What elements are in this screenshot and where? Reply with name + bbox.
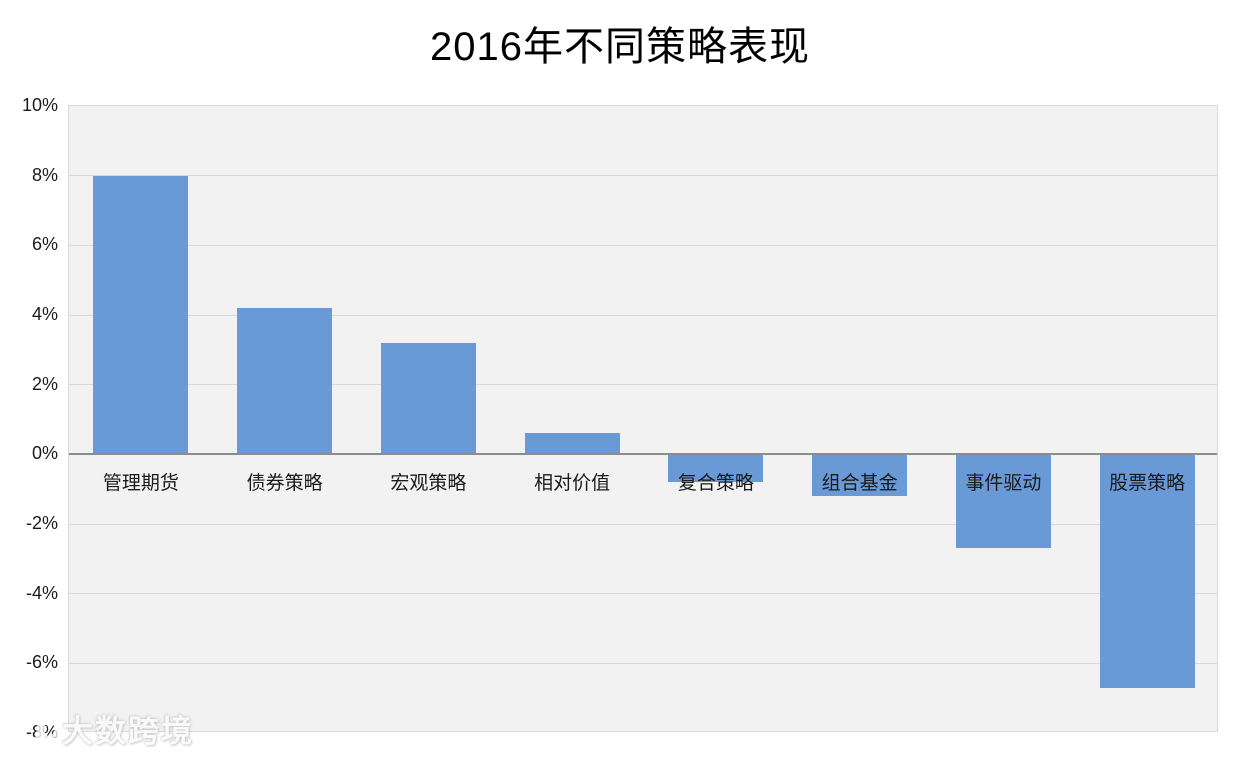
bar-管理期货 (93, 175, 189, 455)
x-axis-category-label: 组合基金 (821, 473, 898, 495)
y-axis-tick-label: 2% (31, 373, 58, 394)
plot-area: 管理期货 债券策略 宏观策略 相对价值 复合策略 组合基金 事件驱动 股票策略 (68, 105, 1218, 732)
y-axis-tick-label: 10% (21, 95, 58, 115)
y-axis-tick-label: -8% (25, 722, 58, 742)
gridline (69, 384, 1217, 386)
x-axis-category-label: 宏观策略 (390, 473, 467, 495)
bar-相对价值 (524, 433, 620, 455)
bar-股票策略 (1099, 454, 1195, 688)
bar-事件驱动 (955, 454, 1051, 549)
bar-复合策略 (668, 454, 764, 483)
zero-axis-line (69, 453, 1217, 456)
gridline (69, 593, 1217, 595)
y-axis-tick-label: 4% (31, 304, 58, 324)
y-axis-tick-label: -6% (25, 652, 58, 673)
x-axis-category-label: 股票策略 (1109, 473, 1186, 495)
x-axis-category-label: 事件驱动 (965, 473, 1042, 495)
gridline (69, 175, 1217, 177)
y-axis-tick-label: 8% (31, 164, 58, 185)
x-axis-category-label: 复合策略 (677, 473, 754, 495)
x-axis-category-label: 债券策略 (246, 473, 323, 495)
y-axis-tick-label: 6% (31, 234, 58, 255)
chart-title: 2016年不同策略表现 (430, 25, 810, 69)
x-axis-category-label: 相对价值 (534, 473, 611, 495)
bar-债券策略 (237, 308, 333, 455)
bar-组合基金 (812, 454, 908, 497)
gridline (69, 244, 1217, 246)
gridline (69, 314, 1217, 316)
gridline (69, 523, 1217, 525)
y-axis-tick-label: -4% (25, 582, 58, 603)
y-axis-tick-label: -2% (25, 513, 58, 533)
y-axis-tick-label: 0% (31, 443, 58, 464)
bar-宏观策略 (380, 342, 476, 455)
x-axis-category-label: 管理期货 (102, 473, 179, 495)
gridline (69, 662, 1217, 664)
